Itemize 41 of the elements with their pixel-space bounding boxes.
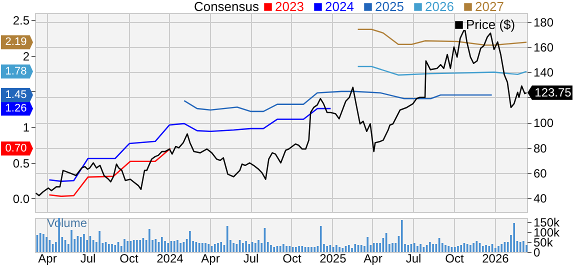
x-tick-label: Oct [120, 252, 139, 266]
x-tick-label: 2025 [320, 252, 347, 266]
legend-label: Price ($) [466, 17, 516, 32]
text: 1.45 [5, 89, 27, 102]
y2-tick-label: 40 [534, 192, 548, 206]
y-tick-label: 0.5 [12, 156, 30, 170]
x-tick-label: Jul [406, 252, 422, 266]
text: 1.78 [5, 65, 27, 78]
y-tick-label: 1 [22, 120, 30, 135]
y-tick-label: 0.0 [12, 192, 30, 206]
text: 1.26 [5, 102, 27, 115]
x-tick-label: Jul [80, 252, 96, 266]
x-tick-label: 2024 [156, 252, 184, 266]
y2-tick-label: 180 [534, 15, 554, 30]
data-label: 123.75 [534, 86, 572, 100]
x-tick-label: Apr [201, 252, 220, 266]
x-tick-label: Apr [364, 252, 382, 266]
legend-title: Consensus [194, 0, 260, 14]
legend-label: 2025 [375, 0, 404, 14]
x-tick-label: Oct [445, 252, 464, 266]
x-tick-label: 2026 [482, 252, 510, 266]
y2-tick-label: 80 [534, 141, 548, 156]
y-tick-label: 2 [22, 49, 30, 64]
y2-tick-label: 60 [534, 166, 548, 180]
y2-tick-label: 140 [534, 66, 554, 80]
text: 2.19 [5, 36, 27, 48]
line-series [48, 108, 332, 182]
legend-label: 2023 [275, 0, 304, 14]
text: 0.70 [5, 142, 27, 155]
legend-label: 2026 [425, 0, 454, 14]
legend-label: 2027 [475, 0, 504, 14]
y2-tick-label: 100 [534, 116, 554, 130]
x-tick-label: Oct [282, 252, 302, 266]
legend-label: 2024 [325, 0, 354, 14]
x-tick-label: Jul [243, 252, 259, 266]
y2-tick-label: 160 [534, 40, 554, 55]
line-series [357, 66, 528, 76]
x-tick-label: Apr [38, 252, 57, 266]
line-series [184, 90, 492, 112]
line-series [48, 148, 172, 197]
y-tick-label: 2.5 [12, 14, 30, 28]
